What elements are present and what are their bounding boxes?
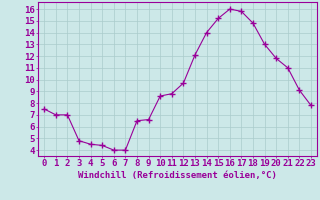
X-axis label: Windchill (Refroidissement éolien,°C): Windchill (Refroidissement éolien,°C) (78, 171, 277, 180)
